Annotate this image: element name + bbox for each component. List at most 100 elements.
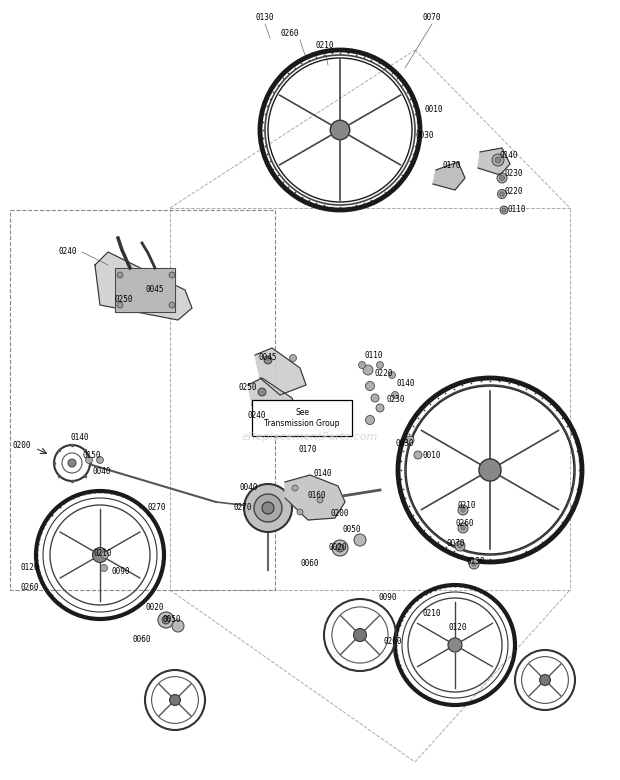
Circle shape	[272, 414, 278, 421]
Text: 0230: 0230	[387, 395, 405, 405]
Circle shape	[492, 154, 504, 166]
Text: 0160: 0160	[308, 491, 326, 501]
Circle shape	[68, 459, 76, 467]
Text: 0250: 0250	[239, 384, 257, 392]
Text: 0130: 0130	[467, 558, 485, 566]
Text: 0020: 0020	[146, 602, 164, 612]
Circle shape	[158, 612, 174, 628]
Polygon shape	[433, 162, 465, 190]
Text: 0200: 0200	[330, 509, 349, 519]
Circle shape	[169, 272, 175, 278]
Circle shape	[264, 356, 272, 364]
Circle shape	[297, 509, 303, 515]
Text: 0010: 0010	[423, 451, 441, 459]
Circle shape	[332, 540, 348, 556]
Text: eReplacementParts.com: eReplacementParts.com	[242, 432, 378, 441]
Text: 0200: 0200	[13, 441, 31, 449]
Circle shape	[162, 616, 170, 624]
Text: 0045: 0045	[146, 285, 164, 295]
Circle shape	[376, 361, 384, 368]
Text: 0070: 0070	[423, 13, 441, 23]
Circle shape	[169, 302, 175, 308]
Circle shape	[371, 394, 379, 402]
Text: 0210: 0210	[94, 549, 112, 558]
Text: 0240: 0240	[248, 410, 266, 420]
Text: 0140: 0140	[500, 151, 518, 159]
Circle shape	[366, 381, 374, 391]
Text: 0120: 0120	[449, 623, 467, 633]
Text: 0210: 0210	[458, 502, 476, 510]
Text: 0010: 0010	[425, 105, 443, 115]
Text: 0040: 0040	[93, 467, 111, 477]
Circle shape	[292, 485, 298, 491]
Text: 0140: 0140	[314, 469, 332, 477]
Text: 0110: 0110	[365, 352, 383, 360]
Circle shape	[100, 565, 107, 572]
Polygon shape	[95, 252, 192, 320]
Circle shape	[539, 675, 551, 686]
Circle shape	[244, 484, 292, 532]
Text: 0260: 0260	[456, 519, 474, 529]
Text: 0130: 0130	[255, 13, 274, 23]
Circle shape	[86, 456, 92, 463]
Circle shape	[414, 451, 422, 459]
Circle shape	[458, 544, 463, 548]
Text: 0060: 0060	[301, 558, 319, 568]
Text: 0020: 0020	[329, 544, 347, 552]
Text: See
Transmission Group: See Transmission Group	[264, 408, 340, 428]
Text: 0090: 0090	[112, 568, 130, 576]
Text: 0090: 0090	[379, 594, 397, 602]
Text: 0220: 0220	[374, 368, 393, 378]
Circle shape	[500, 192, 504, 197]
Circle shape	[406, 436, 414, 444]
Text: 0260: 0260	[384, 637, 402, 647]
Circle shape	[500, 176, 505, 180]
Circle shape	[502, 208, 506, 212]
Text: 0230: 0230	[505, 169, 523, 179]
Text: 0210: 0210	[316, 41, 334, 49]
Circle shape	[354, 534, 366, 546]
Text: 0250: 0250	[115, 296, 133, 304]
Text: 0050: 0050	[343, 526, 361, 534]
Circle shape	[458, 523, 468, 533]
Text: 0030: 0030	[396, 438, 414, 448]
Circle shape	[102, 551, 108, 558]
Circle shape	[455, 541, 465, 551]
Text: 0140: 0140	[71, 434, 89, 442]
Text: 0260: 0260	[20, 583, 39, 593]
Text: 0050: 0050	[162, 615, 181, 625]
Circle shape	[376, 404, 384, 412]
Text: 0045: 0045	[259, 353, 277, 363]
Text: 0270: 0270	[148, 504, 166, 512]
Circle shape	[117, 302, 123, 308]
Bar	[252, 400, 352, 436]
Circle shape	[391, 392, 399, 399]
Polygon shape	[478, 148, 510, 175]
Circle shape	[317, 497, 323, 503]
Text: 0210: 0210	[423, 608, 441, 618]
Text: 0120: 0120	[20, 563, 39, 573]
Circle shape	[495, 157, 501, 163]
Circle shape	[117, 272, 123, 278]
Polygon shape	[285, 475, 345, 520]
Text: 0220: 0220	[505, 186, 523, 196]
Circle shape	[330, 120, 350, 140]
Circle shape	[366, 416, 374, 424]
Text: 0170: 0170	[299, 445, 317, 455]
Circle shape	[458, 505, 468, 515]
Polygon shape	[115, 268, 175, 312]
Circle shape	[469, 559, 479, 569]
Circle shape	[254, 494, 282, 522]
Circle shape	[497, 190, 507, 198]
Circle shape	[479, 459, 501, 481]
Circle shape	[92, 548, 107, 562]
Text: 0240: 0240	[59, 247, 78, 257]
Text: 0070: 0070	[447, 538, 465, 548]
Circle shape	[461, 526, 465, 530]
Circle shape	[262, 502, 274, 514]
Circle shape	[448, 638, 462, 652]
Circle shape	[358, 361, 366, 368]
Polygon shape	[248, 378, 298, 422]
Circle shape	[258, 388, 266, 396]
Circle shape	[497, 173, 507, 183]
